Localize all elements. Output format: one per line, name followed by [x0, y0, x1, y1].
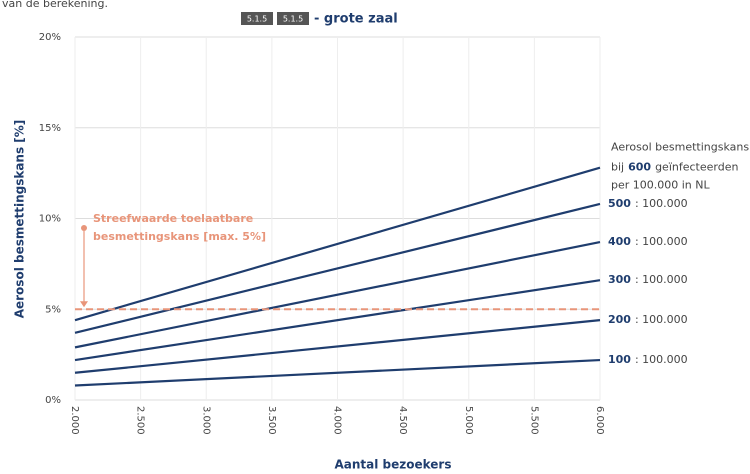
x-tick-label: 2.000: [69, 406, 80, 435]
legend-text: : 100.000: [635, 235, 688, 248]
legend-text: : 100.000: [635, 313, 688, 326]
legend-text: bij: [611, 161, 624, 174]
x-tick-label: 4.000: [332, 406, 343, 435]
x-tick-label: 5.500: [528, 406, 539, 435]
annotation-arrowhead: [80, 301, 88, 308]
series-line: [74, 166, 601, 322]
series-line: [74, 358, 601, 387]
title: 5.1.5 5.1.5 - grote zaal: [241, 12, 398, 27]
badge: [277, 12, 309, 25]
x-tick-label: 5.000: [463, 406, 474, 435]
intro-text: van de berekening.: [2, 0, 108, 10]
badge-text: 5.1.5: [247, 15, 267, 24]
legend-name: 500: [608, 197, 631, 210]
series-line: [74, 279, 601, 362]
legend-entry: 200 : 100.000: [608, 313, 688, 326]
legend-name: 100: [608, 353, 631, 366]
legend-entry: bij 600 geïnfecteerden: [611, 161, 738, 174]
x-tick-label: 2.500: [135, 406, 146, 435]
x-tick-label: 4.500: [397, 406, 408, 435]
legend-entry: 100 : 100.000: [608, 353, 688, 366]
legend-text: geïnfecteerden: [655, 161, 738, 174]
badge-text: 5.1.5: [283, 15, 303, 24]
legend-name: 200: [608, 313, 631, 326]
x-tick-label: 3.000: [200, 406, 211, 435]
y-tick-label: 15%: [39, 123, 61, 134]
legend-entry: 300 : 100.000: [608, 273, 688, 286]
x-tick-label: 3.500: [266, 406, 277, 435]
series-line: [74, 319, 601, 374]
series-line: [74, 241, 601, 349]
y-tick-label: 0%: [45, 395, 61, 406]
legend-entry: 400 : 100.000: [608, 235, 688, 248]
annotation-text: besmettingskans [max. 5%]: [93, 230, 266, 243]
chart-title: - grote zaal: [314, 12, 398, 27]
legend-entry: 500 : 100.000: [608, 197, 688, 210]
x-axis-label: Aantal bezoekers: [334, 458, 451, 472]
legend-header: Aerosol besmettingskans: [611, 141, 749, 154]
annotation-dot: [81, 225, 87, 231]
legend-text: : 100.000: [635, 273, 688, 286]
legend-name: 600: [628, 161, 651, 174]
y-axis-label: Aerosol besmettingskans [%]: [13, 120, 27, 319]
y-tick-label: 20%: [39, 32, 61, 43]
series-line: [74, 202, 601, 334]
legend-name: 400: [608, 235, 631, 248]
legend-text: : 100.000: [635, 353, 688, 366]
legend-name: 300: [608, 273, 631, 286]
y-tick-label: 10%: [39, 214, 61, 225]
legend-header: per 100.000 in NL: [611, 179, 711, 192]
y-tick-label: 5%: [45, 304, 61, 315]
badge: [241, 12, 273, 25]
annotation-text: Streefwaarde toelaatbare: [93, 212, 253, 225]
legend-text: : 100.000: [635, 197, 688, 210]
x-tick-label: 6.000: [594, 406, 605, 435]
